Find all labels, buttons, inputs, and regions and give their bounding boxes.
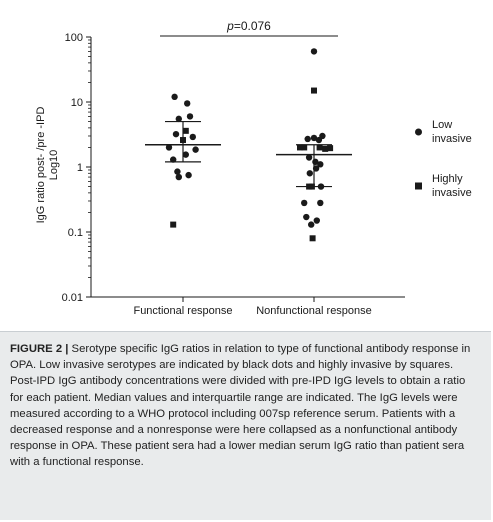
data-point-square bbox=[297, 144, 303, 151]
data-point-circle bbox=[172, 130, 180, 138]
data-points bbox=[165, 48, 334, 242]
data-point-circle bbox=[310, 48, 318, 55]
data-point-circle bbox=[317, 161, 324, 168]
y-tick-label: 10 bbox=[71, 97, 83, 109]
data-point-square bbox=[170, 221, 177, 228]
data-point-circle bbox=[184, 100, 191, 107]
legend-circle-marker bbox=[415, 128, 422, 136]
axes: 100 10 1 0.1 0.01 Functional response Nonfunct… bbox=[62, 32, 405, 317]
data-point-circle bbox=[312, 158, 319, 166]
data-point-circle bbox=[312, 165, 320, 172]
data-point-circle bbox=[317, 199, 324, 207]
data-point-circle bbox=[303, 213, 310, 221]
legend: Low invasive Highly invasive bbox=[415, 119, 472, 199]
data-point-square bbox=[182, 127, 189, 134]
data-point-circle bbox=[165, 144, 173, 151]
data-point-circle bbox=[306, 170, 313, 177]
data-point-circle bbox=[170, 156, 177, 163]
caption-text: Serotype specific IgG ratios in relation… bbox=[10, 343, 471, 469]
legend-label-line2: invasive bbox=[432, 187, 472, 199]
data-point-circle bbox=[317, 183, 325, 190]
y-tick-label: 1 bbox=[77, 162, 83, 174]
data-point-square bbox=[327, 145, 334, 152]
data-point-circle bbox=[305, 154, 313, 161]
legend-label-line2: invasive bbox=[432, 133, 472, 145]
data-point-square bbox=[311, 87, 317, 94]
significance-bracket: p=0.076 bbox=[160, 19, 338, 37]
data-point-square bbox=[316, 144, 323, 151]
x-category-label: Nonfunctional response bbox=[256, 305, 372, 317]
data-point-circle bbox=[175, 173, 182, 181]
data-point-circle bbox=[185, 171, 192, 179]
y-axis-title-line1: IgG ratio post- /pre -IPD bbox=[35, 107, 47, 224]
x-category-label: Functional response bbox=[133, 305, 232, 317]
y-tick-label: 0.01 bbox=[62, 292, 83, 304]
data-point-circle bbox=[171, 93, 178, 101]
data-point-circle bbox=[192, 146, 199, 153]
data-point-square bbox=[308, 183, 315, 190]
data-point-circle bbox=[174, 168, 181, 175]
figure-caption: FIGURE 2 | Serotype specific IgG ratios … bbox=[0, 331, 491, 520]
data-point-circle bbox=[315, 136, 323, 144]
legend-square-marker bbox=[415, 182, 422, 190]
data-point-circle bbox=[308, 221, 315, 228]
data-point-square bbox=[301, 144, 308, 151]
y-tick-label: 100 bbox=[65, 32, 83, 44]
data-point-circle bbox=[304, 135, 311, 143]
data-point-circle bbox=[189, 133, 196, 141]
y-tick-label: 0.1 bbox=[68, 227, 83, 239]
legend-label-line1: Highly bbox=[432, 173, 463, 185]
data-point-square bbox=[322, 145, 329, 152]
y-axis-title-line2: Log10 bbox=[48, 150, 60, 181]
data-point-circle bbox=[313, 217, 320, 224]
data-point-circle bbox=[186, 113, 194, 120]
data-point-circle bbox=[310, 134, 318, 142]
data-point-circle bbox=[301, 199, 308, 207]
p-value: =0.076 bbox=[234, 19, 271, 33]
p-symbol: p bbox=[226, 19, 234, 33]
data-point-square bbox=[180, 137, 186, 144]
scatter-chart: 100 10 1 0.1 0.01 Functional response Nonfunct… bbox=[35, 19, 472, 317]
data-point-circle bbox=[182, 151, 189, 158]
caption-title: FIGURE 2 | bbox=[10, 343, 69, 355]
data-point-square bbox=[309, 235, 316, 242]
data-point-circle bbox=[175, 115, 182, 123]
y-axis-title: IgG ratio post- /pre -IPDLog10 bbox=[35, 107, 60, 224]
legend-label-line1: Low bbox=[432, 119, 452, 131]
p-value-label: p=0.076 bbox=[226, 19, 271, 33]
